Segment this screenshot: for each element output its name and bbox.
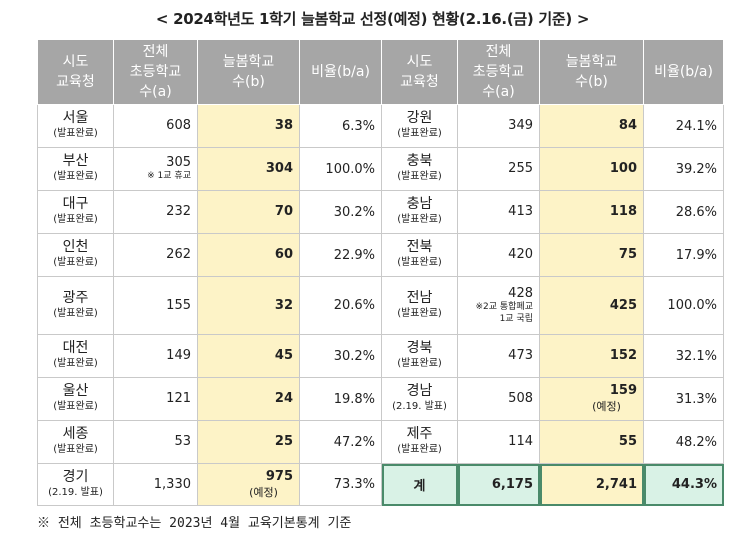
region-cell: 제주 (발표완료): [381, 420, 458, 464]
ratio-cell: 30.2%: [299, 334, 382, 378]
ratio-cell: 20.6%: [299, 276, 382, 335]
selected-cell: 425: [539, 276, 644, 335]
header-ratio: 비율(b/a): [643, 39, 724, 105]
region-cell: 전북 (발표완료): [381, 233, 458, 277]
ratio-cell: 100.0%: [643, 276, 724, 335]
table-row: 대구 (발표완료) 232 70 30.2% 충남 (발표완료) 413 118 28.6%: [37, 190, 724, 234]
total-cell: 121: [113, 377, 198, 421]
total-cell: 149: [113, 334, 198, 378]
total-cell: 232: [113, 190, 198, 234]
selected-cell: 38: [197, 104, 300, 148]
region-cell: 경기 (2.19. 발표): [37, 463, 114, 506]
ratio-cell: 22.9%: [299, 233, 382, 277]
total-cell: 349: [457, 104, 540, 148]
sum-selected: 2,741: [539, 463, 644, 506]
total-cell: 473: [457, 334, 540, 378]
selected-cell: 100: [539, 147, 644, 191]
header-selected: 늘봄학교 수(b): [197, 39, 300, 105]
total-cell: 255: [457, 147, 540, 191]
selected-cell: 304: [197, 147, 300, 191]
ratio-cell: 24.1%: [643, 104, 724, 148]
header-total: 전체 초등학교 수(a): [113, 39, 198, 105]
ratio-cell: 47.2%: [299, 420, 382, 464]
table-row: 광주 (발표완료) 155 32 20.6% 전남 (발표완료) 428 ※2교 통합폐교 1교…: [37, 276, 724, 335]
header-ratio: 비율(b/a): [299, 39, 382, 105]
region-cell: 세종 (발표완료): [37, 420, 114, 464]
selected-cell: 152: [539, 334, 644, 378]
selected-note: (예정): [592, 400, 621, 413]
header-row: 시도 교육청 전체 초등학교 수(a) 늘봄학교 수(b) 비율(b/a) 시도 교육청 …: [37, 39, 724, 105]
region-cell: 서울 (발표완료): [37, 104, 114, 148]
region-cell: 강원 (발표완료): [381, 104, 458, 148]
table-row: 경기 (2.19. 발표) 1,330 975 (예정) 73.3% 계 6,175 2,741…: [37, 463, 724, 506]
table-row: 세종 (발표완료) 53 25 47.2% 제주 (발표완료) 114 55 48.2%: [37, 420, 724, 464]
selected-cell: 70: [197, 190, 300, 234]
ratio-cell: 19.8%: [299, 377, 382, 421]
total-cell: 413: [457, 190, 540, 234]
page-title: < 2024학년도 1학기 늘봄학교 선정(예정) 현황(2.16.(금) 기준…: [155, 10, 590, 28]
region-cell: 충남 (발표완료): [381, 190, 458, 234]
selected-cell: 24: [197, 377, 300, 421]
region-cell: 경북 (발표완료): [381, 334, 458, 378]
total-cell: 262: [113, 233, 198, 277]
selected-cell: 118: [539, 190, 644, 234]
total-cell: 1,330: [113, 463, 198, 506]
ratio-cell: 39.2%: [643, 147, 724, 191]
table-row: 서울 (발표완료) 608 38 6.3% 강원 (발표완료) 349 84 24.1%: [37, 104, 724, 148]
ratio-cell: 32.1%: [643, 334, 724, 378]
region-cell: 경남 (2.19. 발표): [381, 377, 458, 421]
sum-label: 계: [381, 463, 458, 506]
total-note: ※ 1교 휴교: [147, 171, 191, 181]
region-cell: 인천 (발표완료): [37, 233, 114, 277]
selected-cell: 60: [197, 233, 300, 277]
table-row: 울산 (발표완료) 121 24 19.8% 경남 (2.19. 발표) 508 159 (예정)…: [37, 377, 724, 421]
header-region: 시도 교육청: [381, 39, 458, 105]
total-cell: 305 ※ 1교 휴교: [113, 147, 198, 191]
total-cell: 114: [457, 420, 540, 464]
region-cell: 대전 (발표완료): [37, 334, 114, 378]
header-total: 전체 초등학교 수(a): [457, 39, 540, 105]
selected-cell: 159 (예정): [539, 377, 644, 421]
total-cell: 420: [457, 233, 540, 277]
ratio-cell: 6.3%: [299, 104, 382, 148]
region-cell: 충북 (발표완료): [381, 147, 458, 191]
region-cell: 전남 (발표완료): [381, 276, 458, 335]
sum-total: 6,175: [457, 463, 540, 506]
total-cell: 155: [113, 276, 198, 335]
region-cell: 대구 (발표완료): [37, 190, 114, 234]
ratio-cell: 31.3%: [643, 377, 724, 421]
selected-cell: 45: [197, 334, 300, 378]
total-cell: 428 ※2교 통합폐교 1교 국립: [457, 276, 540, 335]
selected-cell: 32: [197, 276, 300, 335]
ratio-cell: 17.9%: [643, 233, 724, 277]
selected-cell: 55: [539, 420, 644, 464]
ratio-cell: 30.2%: [299, 190, 382, 234]
ratio-cell: 48.2%: [643, 420, 724, 464]
table-row: 인천 (발표완료) 262 60 22.9% 전북 (발표완료) 420 75 17.9%: [37, 233, 724, 277]
table-row: 대전 (발표완료) 149 45 30.2% 경북 (발표완료) 473 152 32.1%: [37, 334, 724, 378]
selected-cell: 975 (예정): [197, 463, 300, 506]
header-selected: 늘봄학교 수(b): [539, 39, 644, 105]
ratio-cell: 28.6%: [643, 190, 724, 234]
selected-note: (예정): [249, 485, 278, 499]
selected-cell: 25: [197, 420, 300, 464]
selected-cell: 75: [539, 233, 644, 277]
footnote: ※ 전체 초등학교수는 2023년 4월 교육기본통계 기준: [37, 516, 352, 531]
region-cell: 울산 (발표완료): [37, 377, 114, 421]
header-region: 시도 교육청: [37, 39, 114, 105]
total-note: ※2교 통합폐교 1교 국립: [475, 301, 533, 324]
selected-cell: 84: [539, 104, 644, 148]
sum-ratio: 44.3%: [643, 463, 724, 506]
ratio-cell: 100.0%: [299, 147, 382, 191]
ratio-cell: 73.3%: [299, 463, 382, 506]
status-table: 시도 교육청 전체 초등학교 수(a) 늘봄학교 수(b) 비율(b/a) 시도 교육청 …: [37, 39, 724, 506]
total-cell: 608: [113, 104, 198, 148]
total-cell: 53: [113, 420, 198, 464]
table-row: 부산 (발표완료) 305 ※ 1교 휴교 304 100.0% 충북 (발표완료) 255 10…: [37, 147, 724, 191]
region-cell: 광주 (발표완료): [37, 276, 114, 335]
total-cell: 508: [457, 377, 540, 421]
region-cell: 부산 (발표완료): [37, 147, 114, 191]
